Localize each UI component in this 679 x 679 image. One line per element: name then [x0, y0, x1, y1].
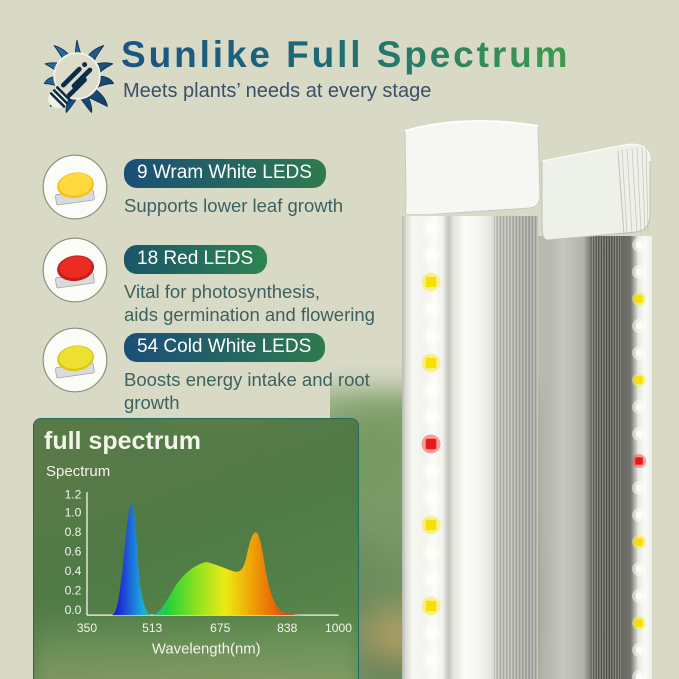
svg-text:513: 513 — [142, 621, 162, 635]
svg-text:0.8: 0.8 — [65, 525, 82, 539]
svg-text:0.4: 0.4 — [65, 564, 82, 578]
svg-text:350: 350 — [77, 621, 97, 635]
svg-text:675: 675 — [210, 621, 230, 635]
svg-text:0.2: 0.2 — [65, 584, 82, 598]
svg-text:0.0: 0.0 — [65, 603, 82, 617]
svg-text:1.0: 1.0 — [65, 505, 82, 519]
svg-text:838: 838 — [277, 621, 297, 635]
svg-text:Wavelength(nm): Wavelength(nm) — [152, 641, 261, 657]
svg-text:1000: 1000 — [325, 621, 352, 635]
svg-text:1.2: 1.2 — [65, 488, 82, 502]
svg-text:0.6: 0.6 — [65, 545, 82, 559]
